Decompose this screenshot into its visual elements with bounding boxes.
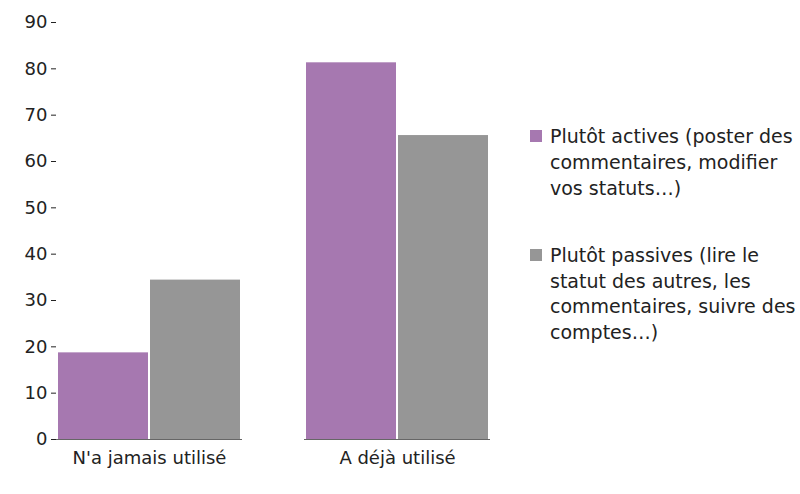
svg-text:N'a jamais utilisé: N'a jamais utilisé: [73, 447, 227, 468]
svg-text:20: 20: [25, 336, 48, 357]
html-text:Plutôt passives (lire le statu: Plutôt passives (lire le statut des autr…: [550, 244, 796, 344]
svg-text:40: 40: [25, 243, 48, 264]
svg-text:50: 50: [25, 197, 48, 218]
svg-text:80: 80: [25, 58, 48, 79]
svg-text:0: 0: [36, 428, 47, 449]
svg-text:A déjà utilisé: A déjà utilisé: [339, 447, 455, 468]
svg-text:30: 30: [25, 289, 48, 310]
html-text:Plutôt actives (poster des com: Plutôt actives (poster des commentaires,…: [550, 125, 793, 199]
svg-text:10: 10: [25, 382, 48, 403]
svg-text:90: 90: [25, 11, 48, 32]
svg-text:60: 60: [25, 150, 48, 171]
svg-text:70: 70: [25, 104, 48, 125]
